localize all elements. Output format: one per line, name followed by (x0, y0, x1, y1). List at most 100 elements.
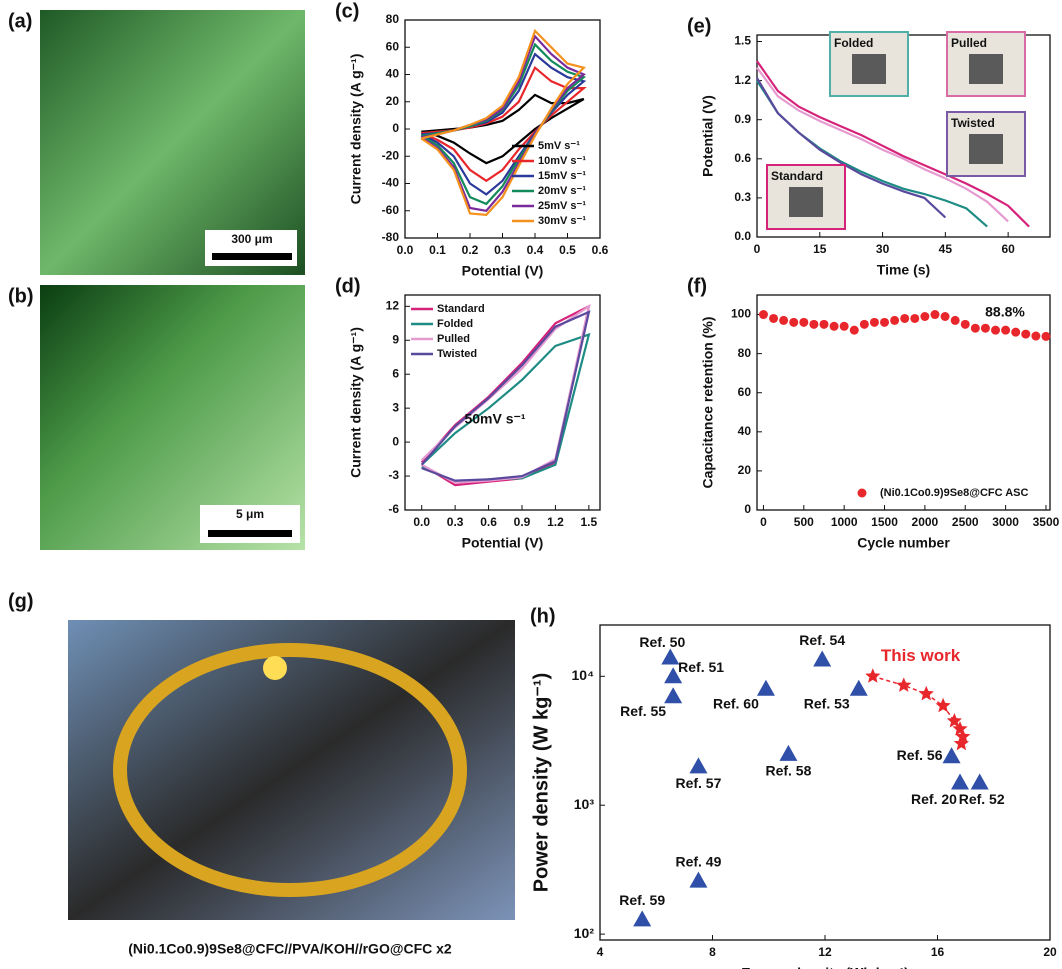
legend-swatch (857, 488, 867, 498)
y-tick-label: 1.2 (734, 73, 751, 87)
panel-label: (e) (687, 15, 711, 37)
caption: (Ni0.1Co0.9)9Se8@CFC//PVA/KOH//rGO@CFC x… (128, 941, 452, 957)
inset-label: Standard (771, 169, 823, 183)
point-label: Ref. 57 (675, 775, 721, 791)
y-axis-label: Potential (V) (700, 95, 716, 177)
y-tick-label: 0 (744, 502, 751, 516)
x-tick-label: 500 (794, 515, 814, 529)
curve (756, 77, 947, 219)
x-axis-label: Time (s) (877, 262, 930, 278)
point (970, 773, 989, 790)
y-tick-label: 80 (738, 346, 752, 360)
point (633, 910, 652, 927)
y-axis-label: Current density (A g⁻¹) (348, 327, 364, 478)
y-tick-label: 6 (392, 366, 399, 380)
panel-label: (h) (530, 605, 556, 627)
x-tick-label: 0.4 (527, 243, 544, 257)
x-axis-label: Potential (V) (462, 535, 544, 551)
x-tick-label: 15 (813, 242, 827, 256)
point (813, 650, 832, 667)
inset-device (969, 134, 1003, 164)
y-tick-label: -40 (382, 176, 400, 190)
x-tick-label: 1000 (831, 515, 858, 529)
x-tick-label: 0 (754, 242, 761, 256)
x-tick-label: 16 (931, 945, 945, 959)
y-axis-label: Power density (W kg⁻¹) (530, 673, 552, 892)
x-tick-label: 0.6 (592, 243, 609, 257)
point-label: Ref. 58 (765, 763, 811, 779)
y-tick-label: 3 (392, 400, 399, 414)
point (779, 744, 798, 761)
point (955, 728, 971, 744)
x-tick-label: 45 (939, 242, 953, 256)
x-axis-label: Cycle number (857, 535, 950, 551)
series-text: This work (881, 646, 961, 665)
point-label: Ref. 51 (678, 659, 724, 675)
point (935, 697, 951, 713)
point (756, 679, 775, 696)
x-axis-label: Energy density (Wh kg⁻¹) (741, 965, 909, 969)
x-tick-label: 0.3 (494, 243, 511, 257)
point (1001, 325, 1011, 335)
legend-label: 30mV s⁻¹ (538, 215, 586, 227)
panel-label: (b) (8, 285, 34, 307)
point (849, 679, 868, 696)
x-tick-label: 2000 (912, 515, 939, 529)
point-label: Ref. 53 (804, 695, 850, 711)
point (689, 757, 708, 774)
y-tick-label: 100 (731, 307, 751, 321)
point (664, 667, 683, 684)
legend-label: 5mV s⁻¹ (538, 140, 580, 152)
point (980, 323, 990, 333)
y-axis-label: Capacitance retention (%) (700, 317, 716, 489)
point (849, 325, 859, 335)
x-tick-label: 0.0 (397, 243, 414, 257)
x-tick-label: 0.6 (480, 515, 497, 529)
point (799, 317, 809, 327)
panel-label: (a) (8, 10, 32, 32)
scale-text: 5 μm (236, 507, 264, 521)
x-tick-label: 0.9 (514, 515, 531, 529)
inset-device (789, 187, 823, 217)
x-tick-label: 3000 (992, 515, 1019, 529)
point (960, 319, 970, 329)
x-tick-label: 3500 (1033, 515, 1060, 529)
point (664, 687, 683, 704)
point (829, 321, 839, 331)
point (769, 313, 779, 323)
x-tick-label: 1.2 (547, 515, 564, 529)
y-tick-label: 60 (738, 385, 752, 399)
x-tick-label: 0 (760, 515, 767, 529)
y-tick-label: 0.0 (734, 229, 751, 243)
inset-label: Twisted (951, 116, 995, 130)
panel-label: (g) (8, 590, 34, 612)
point (859, 319, 869, 329)
legend-label: 15mV s⁻¹ (538, 170, 586, 182)
y-tick-label: 60 (386, 39, 400, 53)
device-photo (68, 620, 515, 920)
point (819, 319, 829, 329)
point (950, 315, 960, 325)
point (661, 648, 680, 665)
y-tick-label: 20 (738, 463, 752, 477)
y-tick-label: 9 (392, 332, 399, 346)
inset-device (852, 54, 886, 84)
scale-bar (212, 253, 292, 260)
y-tick-label: 12 (386, 298, 400, 312)
point (890, 315, 900, 325)
point (689, 871, 708, 888)
trend-line (872, 675, 964, 744)
y-tick-label: 10³ (574, 796, 595, 812)
curve (420, 65, 587, 183)
curve (756, 66, 1009, 223)
scale-bar (208, 530, 292, 537)
y-tick-label: 1.5 (734, 34, 751, 48)
point (809, 319, 819, 329)
point (896, 677, 912, 692)
device-ribbon (113, 643, 467, 897)
point (942, 747, 961, 764)
x-tick-label: 1500 (871, 515, 898, 529)
inset-label: Pulled (951, 36, 987, 50)
legend-label: 20mV s⁻¹ (538, 185, 586, 197)
y-tick-label: 0 (392, 434, 399, 448)
